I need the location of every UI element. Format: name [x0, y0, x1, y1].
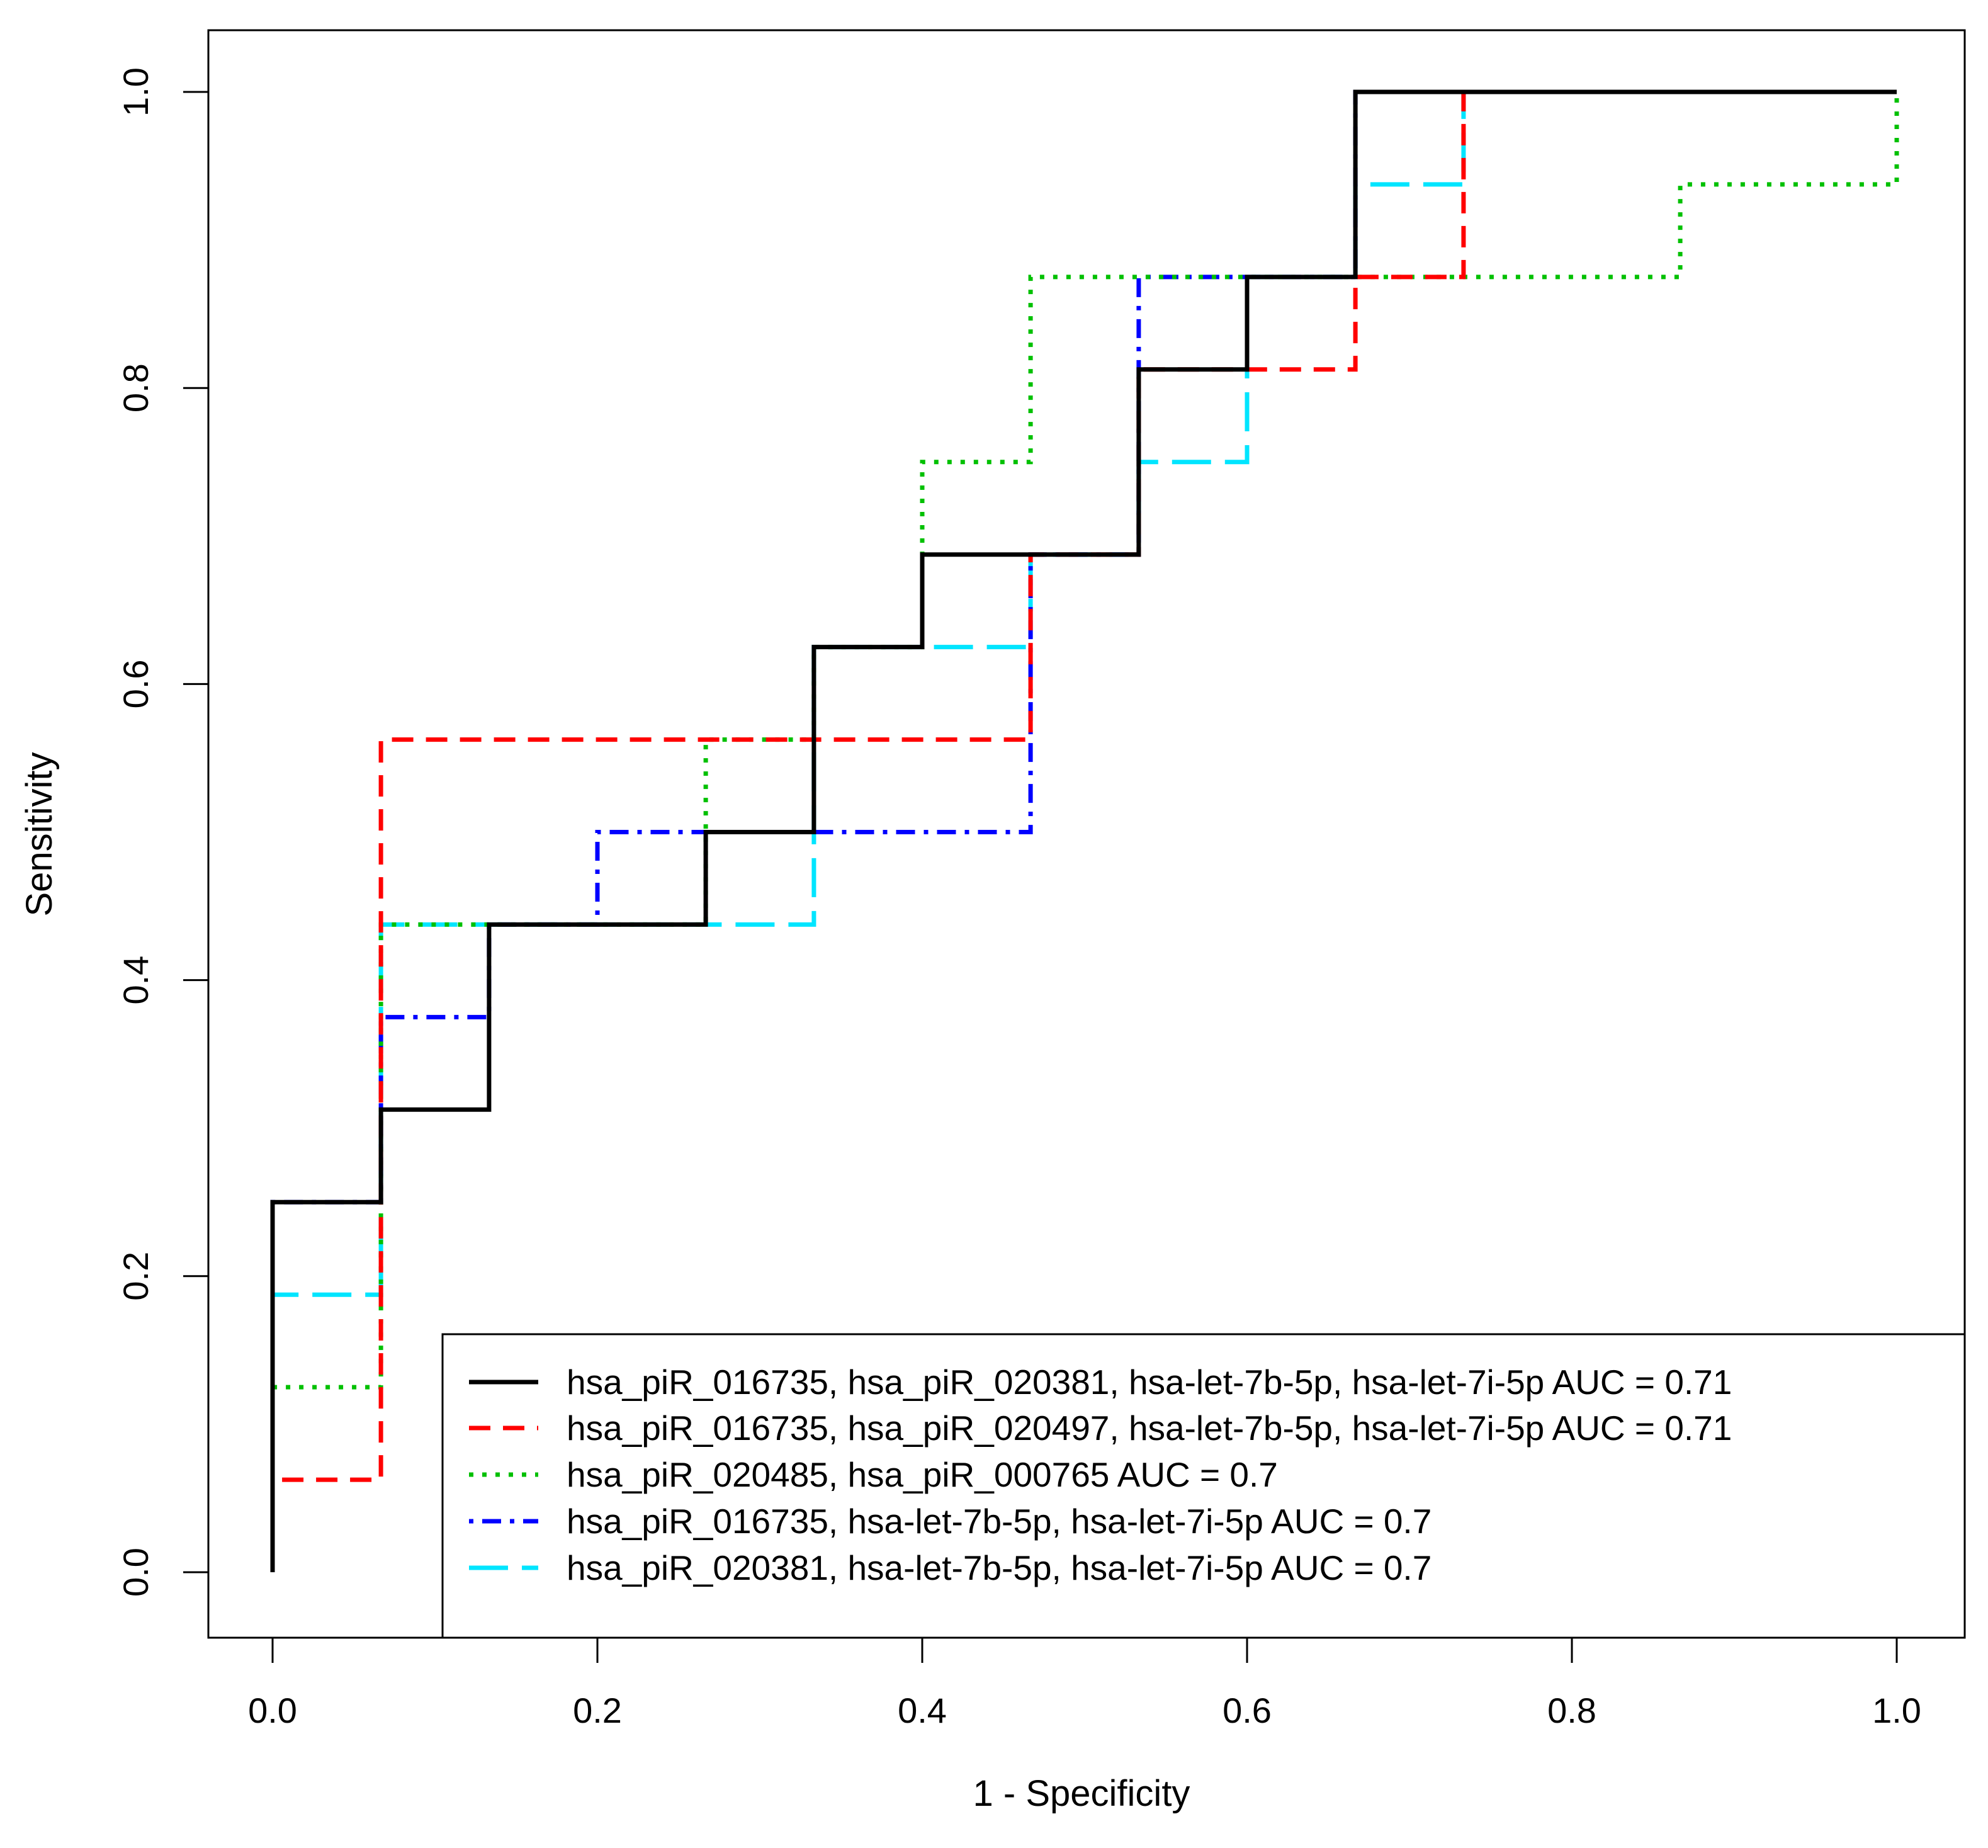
x-tick-label: 0.4: [898, 1691, 947, 1730]
x-tick-label: 0.0: [248, 1691, 297, 1730]
y-tick-label: 0.2: [116, 1252, 155, 1301]
y-tick-label: 1.0: [116, 67, 155, 116]
legend-label-1: hsa_piR_016735, hsa_piR_020381, hsa-let-…: [567, 1363, 1732, 1402]
x-tick-label: 0.2: [573, 1691, 622, 1730]
x-axis-title: 1 - Specificity: [973, 1773, 1190, 1814]
y-tick-label: 0.8: [116, 363, 155, 412]
legend-label-3: hsa_piR_020485, hsa_piR_000765 AUC = 0.7: [567, 1455, 1278, 1494]
y-tick-label: 0.6: [116, 659, 155, 708]
legend: hsa_piR_016735, hsa_piR_020381, hsa-let-…: [441, 1333, 1966, 1639]
y-tick-label: 0.0: [116, 1548, 155, 1597]
series-line-1: [270, 89, 1897, 1572]
legend-label-2: hsa_piR_016735, hsa_piR_020497, hsa-let-…: [567, 1409, 1732, 1448]
y-axis-title: Sensitivity: [19, 752, 60, 916]
legend-label-5: hsa_piR_020381, hsa-let-7b-5p, hsa-let-7…: [567, 1548, 1432, 1587]
y-tick-label: 0.4: [116, 956, 155, 1005]
legend-label-4: hsa_piR_016735, hsa-let-7b-5p, hsa-let-7…: [567, 1502, 1432, 1541]
x-tick-label: 1.0: [1872, 1691, 1921, 1730]
x-tick-label: 0.8: [1547, 1691, 1596, 1730]
x-tick-label: 0.6: [1223, 1691, 1272, 1730]
series-layer: [270, 89, 1899, 1572]
y-axis: 0.0 0.2 0.4 0.6 0.8 1.0: [116, 67, 210, 1597]
legend-box: [441, 1333, 1966, 1639]
